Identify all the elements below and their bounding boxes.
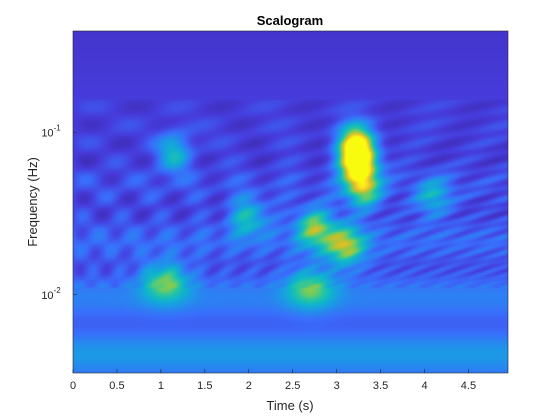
- x-axis: 0 0.5 1 1.5 2 2.5 3 3.5 4 4.5: [70, 369, 476, 392]
- y-tick-exponent: -1: [54, 123, 62, 132]
- chart-title: Scalogram: [257, 13, 323, 28]
- x-tick-label: 2: [246, 380, 252, 392]
- y-tick-base: 10: [41, 127, 53, 139]
- plot-frame: [72, 30, 509, 374]
- x-tick-label: 1.5: [197, 380, 212, 392]
- y-tick-label: 10-1: [41, 123, 61, 139]
- scalogram-heatmap: [73, 31, 508, 373]
- y-tick-exponent: -2: [54, 286, 62, 295]
- y-tick-base: 10: [41, 290, 53, 302]
- y-axis: 10-210-1: [41, 123, 77, 302]
- x-axis-label: Time (s): [266, 398, 313, 413]
- x-tick-label: 4.5: [461, 380, 476, 392]
- x-tick-label: 0: [70, 380, 76, 392]
- y-axis-label: Frequency (Hz): [25, 157, 40, 247]
- x-tick-label: 2.5: [285, 380, 300, 392]
- x-tick-label: 4: [421, 380, 427, 392]
- x-tick-label: 3: [334, 380, 340, 392]
- x-tick-label: 0.5: [109, 380, 124, 392]
- plot-area: [72, 30, 509, 374]
- x-tick-label: 1: [158, 380, 164, 392]
- x-tick-label: 3.5: [373, 380, 388, 392]
- y-tick-label: 10-2: [41, 286, 61, 302]
